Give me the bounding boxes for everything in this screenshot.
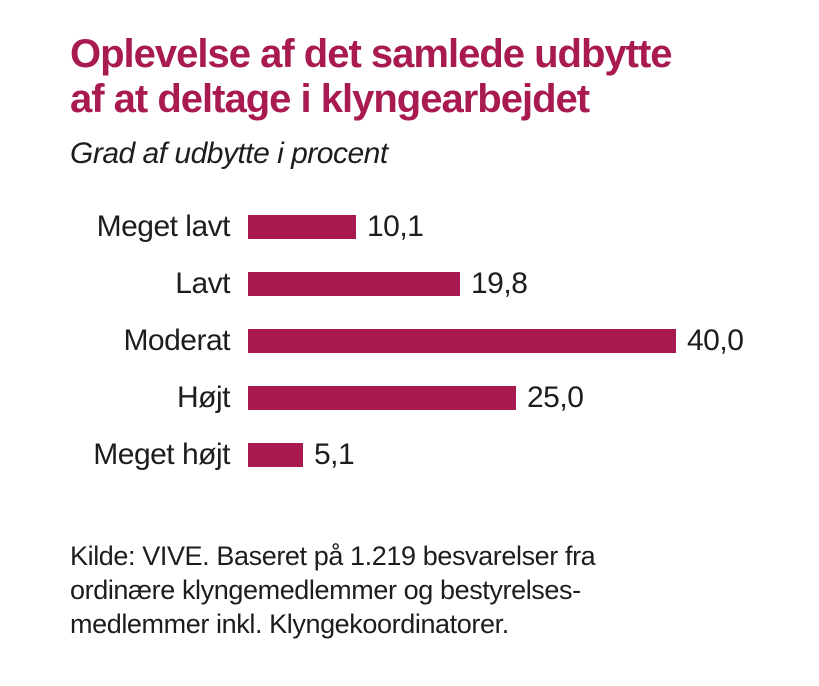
bar <box>248 328 676 353</box>
bar-chart: Meget lavt 10,1 Lavt 19,8 Moderat 40,0 H… <box>70 198 819 483</box>
bar <box>248 442 303 467</box>
category-label: Højt <box>177 380 231 414</box>
chart-row-moderat: Moderat 40,0 <box>70 312 819 369</box>
source-line-1: Kilde: VIVE. Baseret på 1.219 besvarelse… <box>70 541 596 571</box>
value-label: 40,0 <box>687 323 744 357</box>
chart-row-meget-hojt: Meget højt 5,1 <box>70 426 819 483</box>
value-label: 25,0 <box>527 380 584 414</box>
bar <box>248 385 516 410</box>
value-label: 5,1 <box>314 437 355 471</box>
chart-row-lavt: Lavt 19,8 <box>70 255 819 312</box>
source-line-2: ordinære klyngemedlemmer og bestyrelses- <box>70 575 581 605</box>
source-line-3: medlemmer inkl. Klyngekoordinatorer. <box>70 609 509 639</box>
category-label: Moderat <box>123 323 230 357</box>
value-label: 10,1 <box>367 209 424 243</box>
source-note: Kilde: VIVE. Baseret på 1.219 besvarelse… <box>70 539 819 641</box>
value-label: 19,8 <box>471 266 528 300</box>
bar <box>248 214 356 239</box>
chart-row-meget-lavt: Meget lavt 10,1 <box>70 198 819 255</box>
chart-title-line-1: Oplevelse af det samlede udbytte <box>70 32 673 76</box>
chart-title-line-2: af at deltage i klyngearbejdet <box>70 77 590 121</box>
category-label: Meget højt <box>93 437 230 471</box>
category-label: Meget lavt <box>96 209 231 243</box>
category-label: Lavt <box>175 266 230 300</box>
chart-title: Oplevelse af det samlede udbytte af at d… <box>70 32 819 122</box>
chart-subtitle: Grad af udbytte i procent <box>70 137 388 170</box>
bar <box>248 271 460 296</box>
chart-row-hojt: Højt 25,0 <box>70 369 819 426</box>
